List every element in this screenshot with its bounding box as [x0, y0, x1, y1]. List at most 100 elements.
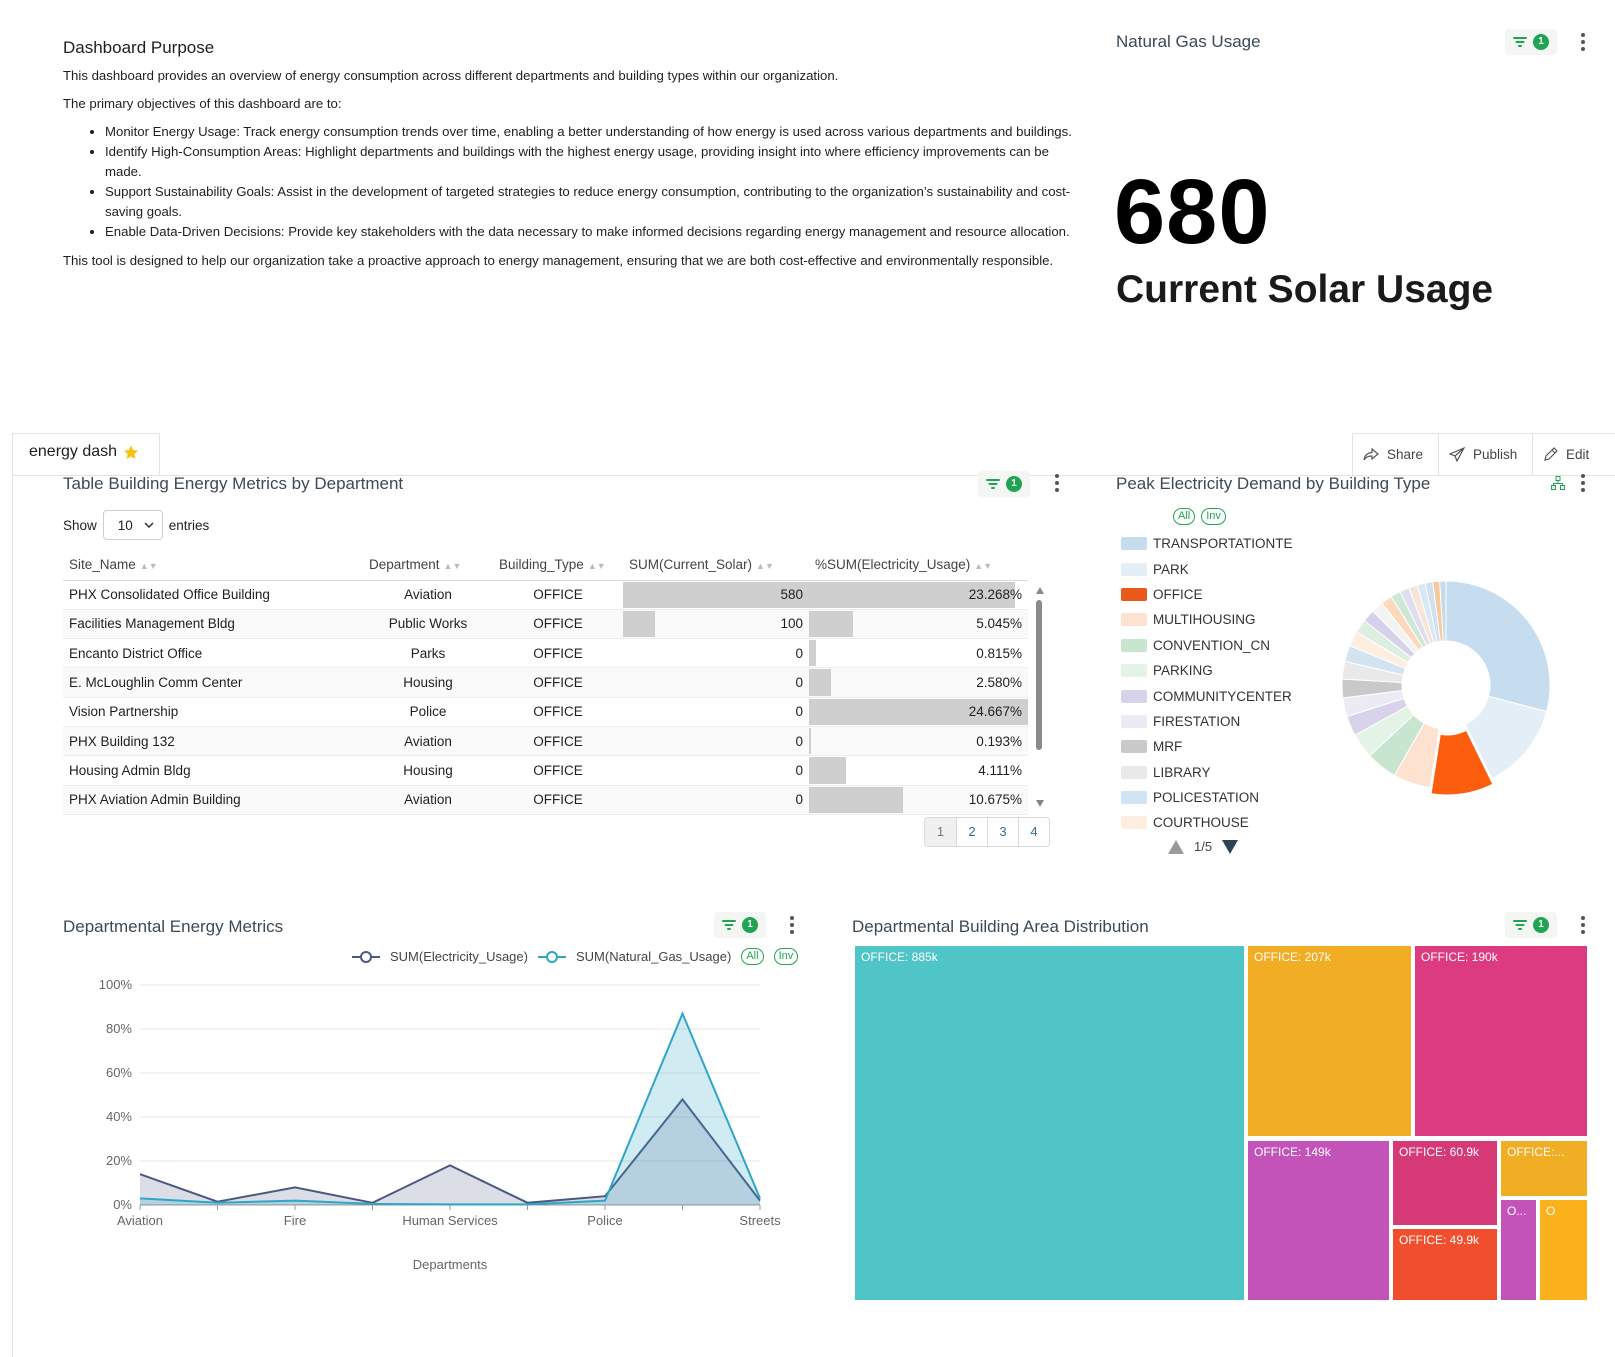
filter-count-badge: 1 [1006, 476, 1022, 492]
purpose-objectives-list: Monitor Energy Usage: Track energy consu… [105, 122, 1073, 242]
legend-item[interactable]: LIBRARY [1121, 760, 1293, 785]
show-label: Show [63, 517, 97, 533]
legend-item[interactable]: PARKING [1121, 658, 1293, 683]
line-panel-title: Departmental Energy Metrics [63, 917, 284, 936]
pie-slice[interactable] [1445, 580, 1551, 713]
more-options-icon[interactable] [789, 916, 795, 934]
more-options-icon[interactable] [1580, 474, 1586, 492]
electricity-pct-value: 0.815% [976, 645, 1022, 661]
share-icon [1363, 447, 1379, 460]
cell-electricity-pct: 23.268% [809, 580, 1028, 610]
table-row[interactable]: Housing Admin Bldg Housing OFFICE 0 4.111% [63, 755, 1028, 786]
scroll-up-icon[interactable] [1036, 587, 1044, 594]
electricity-pct-value: 23.268% [968, 587, 1022, 603]
legend-item[interactable]: POLICESTATION [1121, 785, 1293, 810]
page-button[interactable]: 4 [1018, 818, 1049, 846]
table-row[interactable]: Vision Partnership Police OFFICE 0 24.667% [63, 697, 1028, 727]
treemap-cell[interactable]: OFFICE: 190k [1415, 946, 1587, 1136]
treemap-cell[interactable]: O... [1501, 1200, 1536, 1300]
table-scrollbar[interactable] [1036, 600, 1042, 750]
sort-icon: ▲▼ [443, 561, 462, 572]
filter-indicator[interactable]: 1 [1505, 912, 1557, 938]
table-row[interactable]: E. McLoughlin Comm Center Housing OFFICE 0 2… [63, 667, 1028, 698]
table-header-row: Site_Name ▲▼ Department ▲▼ Building_Type ▲▼… [63, 550, 1028, 581]
legend-item[interactable]: COURTHOUSE [1121, 810, 1293, 835]
x-tick-label: Streets [739, 1213, 781, 1228]
legend-series-label[interactable]: SUM(Natural_Gas_Usage) [575, 949, 732, 964]
legend-invert-toggle[interactable]: Inv [773, 948, 799, 965]
y-tick-label: 60% [106, 1065, 132, 1080]
legend-label: PARK [1153, 561, 1189, 577]
column-header-building-type[interactable]: Building_Type ▲▼ [493, 550, 623, 581]
treemap-cell[interactable]: OFFICE: 60.9k [1393, 1141, 1497, 1225]
publish-label: Publish [1473, 447, 1518, 462]
page-button[interactable]: 1 [925, 818, 956, 846]
treemap-cell[interactable]: OFFICE: 207k [1248, 946, 1411, 1136]
legend-item[interactable]: TRANSPORTATIONTE [1121, 531, 1293, 556]
treemap-cell[interactable]: OFFICE: 885k [855, 946, 1244, 1300]
legend-item[interactable]: MRF [1121, 734, 1293, 759]
treemap-cell[interactable]: OFFICE: 149k [1248, 1141, 1389, 1300]
legend-all-toggle[interactable]: All [741, 948, 764, 965]
table-row[interactable]: Facilities Management Bldg Public Works OF… [63, 609, 1028, 640]
hierarchy-icon[interactable] [1551, 476, 1565, 490]
cell-department: Police [363, 697, 493, 727]
cell-electricity-pct: 10.675% [809, 785, 1028, 815]
column-header-department[interactable]: Department ▲▼ [363, 550, 493, 581]
series-line[interactable] [139, 1097, 761, 1204]
pencil-icon [1544, 447, 1558, 461]
purpose-title: Dashboard Purpose [63, 38, 215, 57]
cell-department: Aviation [363, 726, 493, 757]
entries-select[interactable]: 10 [102, 510, 163, 540]
edit-button[interactable]: Edit [1532, 433, 1615, 475]
table-row[interactable]: PHX Aviation Admin Building Aviation OFFIC… [63, 785, 1028, 815]
series-line[interactable] [139, 1011, 761, 1206]
page-up-icon[interactable] [1168, 839, 1184, 854]
x-tick-label: Aviation [117, 1213, 163, 1228]
legend-all-toggle[interactable]: All [1173, 508, 1196, 525]
column-header-current-solar[interactable]: SUM(Current_Solar) ▲▼ [623, 550, 809, 581]
cell-electricity-pct: 24.667% [809, 697, 1028, 727]
publish-button[interactable]: Publish [1438, 433, 1532, 475]
treemap-cell[interactable]: OFFICE:... [1501, 1141, 1587, 1196]
pie-slice[interactable] [1464, 695, 1548, 779]
filter-icon [986, 479, 1000, 489]
x-tick-label: Fire [284, 1213, 306, 1228]
dashboard-title-box [12, 433, 160, 475]
chevron-down-icon [144, 522, 154, 528]
pie-slice[interactable] [1439, 580, 1447, 642]
pie-slice[interactable] [1430, 729, 1494, 795]
page-button[interactable]: 2 [956, 818, 987, 846]
legend-item[interactable]: MULTIHOUSING [1121, 607, 1293, 632]
more-options-icon[interactable] [1580, 916, 1586, 934]
legend-item[interactable]: CONVENTION_CN [1121, 633, 1293, 658]
legend-series-label[interactable]: SUM(Electricity_Usage) [390, 949, 528, 964]
filter-indicator[interactable]: 1 [978, 471, 1030, 497]
column-header-electricity-pct[interactable]: %SUM(Electricity_Usage) ▲▼ [809, 550, 1028, 581]
treemap-cell[interactable]: O [1540, 1200, 1587, 1300]
page-button[interactable]: 3 [987, 818, 1018, 846]
filter-indicator[interactable]: 1 [714, 912, 766, 938]
legend-swatch [1121, 765, 1147, 779]
more-options-icon[interactable] [1580, 33, 1586, 51]
legend-item[interactable]: OFFICE [1121, 582, 1293, 607]
legend-label: POLICESTATION [1153, 790, 1260, 806]
star-icon[interactable] [122, 444, 140, 461]
table-row[interactable]: PHX Consolidated Office Building Aviation… [63, 580, 1028, 610]
legend-item[interactable]: FIRESTATION [1121, 709, 1293, 734]
more-options-icon[interactable] [1054, 474, 1060, 492]
legend-invert-toggle[interactable]: Inv [1201, 508, 1226, 525]
page-down-icon[interactable] [1222, 839, 1239, 854]
column-header-site-name[interactable]: Site_Name ▲▼ [63, 550, 363, 581]
legend-item[interactable]: COMMUNITYCENTER [1121, 683, 1293, 708]
scroll-down-icon[interactable] [1036, 800, 1044, 807]
table-row[interactable]: Encanto District Office Parks OFFICE 0 0.815… [63, 638, 1028, 669]
treemap-cell[interactable]: OFFICE: 49.9k [1393, 1229, 1497, 1300]
table-row[interactable]: PHX Building 132 Aviation OFFICE 0 0.193% [63, 726, 1028, 757]
legend-item[interactable]: PARK [1121, 556, 1293, 581]
filter-indicator[interactable]: 1 [1505, 29, 1557, 55]
cell-department: Aviation [363, 580, 493, 610]
cell-current-solar: 0 [623, 667, 809, 698]
share-button[interactable]: Share [1352, 433, 1438, 475]
sort-icon: ▲▼ [587, 561, 606, 572]
